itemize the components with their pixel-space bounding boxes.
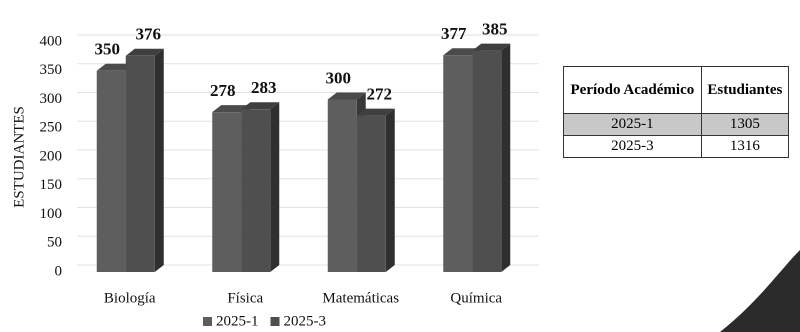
value-label: 300 <box>326 68 352 87</box>
x-tick-label: Física <box>227 290 263 306</box>
value-label: 278 <box>210 81 236 100</box>
bar-side <box>270 102 280 273</box>
header-cell: Estudiantes <box>700 66 790 114</box>
value-label: 376 <box>136 25 162 44</box>
cell: 2025-1 <box>563 113 702 136</box>
cell: 2025-3 <box>563 135 702 158</box>
bar-top <box>327 92 366 100</box>
bar <box>443 55 473 272</box>
bar-top <box>212 105 251 113</box>
y-tick-label: 50 <box>47 235 62 251</box>
bar <box>212 112 242 273</box>
bar-top <box>96 63 135 71</box>
x-tick-label: Biología <box>104 290 156 306</box>
bar-top <box>472 43 511 51</box>
cell: 1305 <box>700 113 790 136</box>
bar <box>327 99 357 272</box>
bar <box>356 115 386 272</box>
cell: 1316 <box>700 135 790 158</box>
bar <box>125 55 155 272</box>
bar <box>472 50 502 272</box>
table-row: 2025-1 1305 <box>563 113 790 136</box>
y-tick-label: 200 <box>40 148 63 164</box>
bar-side <box>385 108 395 272</box>
value-label: 377 <box>441 24 467 43</box>
y-tick-label: 400 <box>40 33 63 49</box>
bar <box>241 109 271 273</box>
legend-swatch <box>270 317 280 326</box>
legend-label: 2025-3 <box>284 313 327 329</box>
value-label: 272 <box>367 85 393 104</box>
bar-top <box>443 48 482 56</box>
value-label: 283 <box>251 78 277 97</box>
y-tick-label: 350 <box>40 62 63 78</box>
table-header: Período Académico Estudiantes <box>563 66 790 114</box>
value-label: 385 <box>482 20 508 39</box>
bar-side <box>154 48 164 272</box>
bar-side <box>501 43 511 272</box>
legend-label: 2025-1 <box>216 313 259 329</box>
x-tick-label: Matemáticas <box>322 290 399 306</box>
bar-top <box>356 108 395 116</box>
bar-top <box>241 102 280 110</box>
y-tick-label: 0 <box>55 263 63 279</box>
y-axis-label: ESTUDIANTES <box>11 106 27 208</box>
summary-table: Período Académico Estudiantes 2025-1 130… <box>563 66 790 158</box>
header-cell: Período Académico <box>563 66 702 114</box>
y-tick-label: 250 <box>40 120 63 136</box>
y-tick-label: 150 <box>40 177 63 193</box>
legend-swatch <box>203 317 212 326</box>
x-tick-label: Química <box>450 290 502 306</box>
y-tick-label: 100 <box>40 206 63 222</box>
bar <box>96 70 126 272</box>
y-tick-label: 300 <box>40 91 63 107</box>
bar-top <box>125 48 164 56</box>
value-label: 350 <box>95 40 121 59</box>
decor-swoosh <box>720 250 800 332</box>
table-row: 2025-3 1316 <box>563 135 790 158</box>
